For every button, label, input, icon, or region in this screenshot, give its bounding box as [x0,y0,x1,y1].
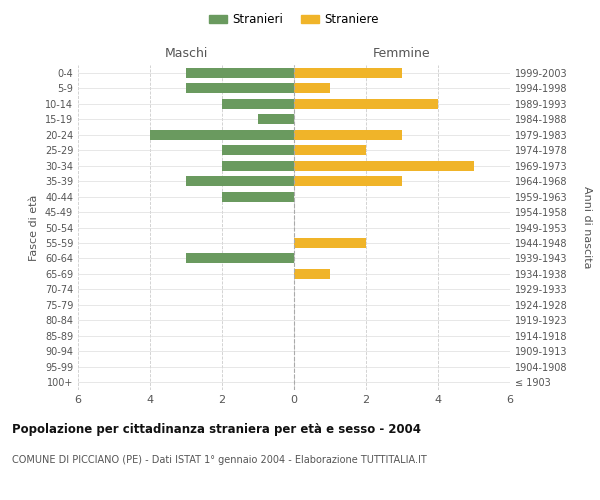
Y-axis label: Anni di nascita: Anni di nascita [581,186,592,269]
Bar [186,68,294,78]
Text: Popolazione per cittadinanza straniera per età e sesso - 2004: Popolazione per cittadinanza straniera p… [12,422,421,436]
Bar [186,176,294,186]
Legend: Stranieri, Straniere: Stranieri, Straniere [204,8,384,31]
Y-axis label: Fasce di età: Fasce di età [29,194,39,260]
Bar [294,68,402,78]
Bar [294,160,474,170]
Bar [150,130,294,140]
Bar [186,254,294,264]
Bar [294,238,366,248]
Bar [258,114,294,124]
Bar [294,269,330,279]
Bar [294,145,366,155]
Bar [222,160,294,170]
Bar [222,98,294,108]
Bar [294,176,402,186]
Text: COMUNE DI PICCIANO (PE) - Dati ISTAT 1° gennaio 2004 - Elaborazione TUTTITALIA.I: COMUNE DI PICCIANO (PE) - Dati ISTAT 1° … [12,455,427,465]
Text: Maschi: Maschi [164,48,208,60]
Bar [222,192,294,202]
Text: Femmine: Femmine [373,48,431,60]
Bar [294,98,438,108]
Bar [186,83,294,93]
Bar [294,83,330,93]
Bar [294,130,402,140]
Bar [222,145,294,155]
